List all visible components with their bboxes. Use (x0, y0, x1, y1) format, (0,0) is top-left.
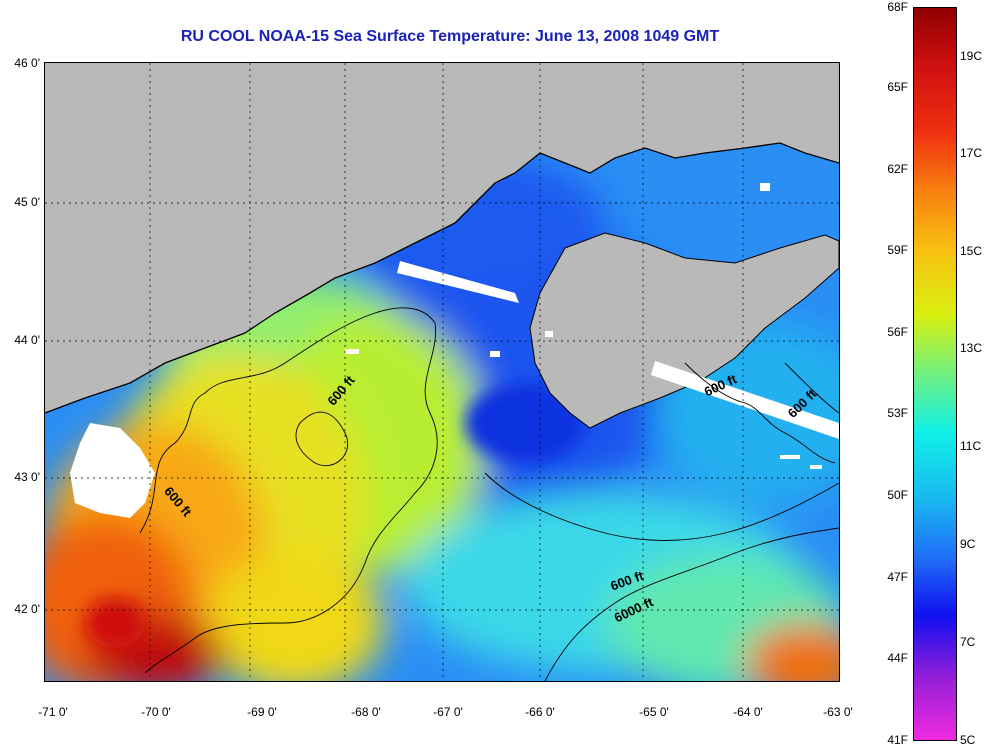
temperature-colorbar (913, 7, 957, 741)
lon-label-69: -69 0' (247, 705, 277, 719)
lon-label-66: -66 0' (525, 705, 555, 719)
colorbar-f-53: 53F (887, 406, 908, 420)
colorbar-c-13: 13C (960, 341, 983, 355)
colorbar-f-47: 47F (887, 570, 908, 584)
lat-label-42: 42 0' (14, 602, 40, 616)
lat-label-44: 44 0' (14, 333, 40, 347)
colorbar-c-11: 11C (960, 439, 982, 453)
colorbar-c-19: 19C (960, 49, 983, 63)
lon-label-63: -63 0' (823, 705, 853, 719)
lon-label-65: -65 0' (639, 705, 669, 719)
colorbar-f-44: 44F (887, 651, 908, 665)
lat-label-45: 45 0' (14, 195, 40, 209)
mainland-coastline (45, 142, 839, 414)
colorbar-f-62: 62F (887, 162, 908, 176)
sst-map: 600 ft 600 ft 600 ft 600 ft 600 ft 6000 … (44, 62, 840, 682)
bathymetry-contours (139, 307, 839, 681)
colorbar-c-9: 9C (960, 537, 976, 551)
colorbar-c-17: 17C (960, 146, 983, 160)
lon-label-68: -68 0' (351, 705, 381, 719)
lon-label-64: -64 0' (733, 705, 763, 719)
colorbar-f-59: 59F (887, 243, 908, 257)
colorbar-c-15: 15C (960, 244, 983, 258)
colorbar-f-41: 41F (887, 733, 908, 747)
colorbar-c-5: 5C (960, 733, 976, 747)
nova-scotia-land (529, 232, 839, 429)
colorbar-c-7: 7C (960, 635, 976, 649)
colorbar-f-50: 50F (887, 488, 908, 502)
colorbar-f-65: 65F (887, 80, 908, 94)
lat-label-43: 43 0' (14, 470, 40, 484)
page-title: RU COOL NOAA-15 Sea Surface Temperature:… (180, 28, 720, 45)
lon-label-71: -71 0' (38, 705, 68, 719)
sst-map-svg (45, 63, 839, 681)
lon-label-67: -67 0' (433, 705, 463, 719)
lon-label-70: -70 0' (141, 705, 171, 719)
lat-lon-grid (45, 63, 839, 681)
lat-label-46: 46 0' (14, 56, 40, 70)
colorbar-f-56: 56F (887, 325, 908, 339)
colorbar-f-68: 68F (887, 0, 908, 14)
cloud-mask (70, 183, 839, 518)
